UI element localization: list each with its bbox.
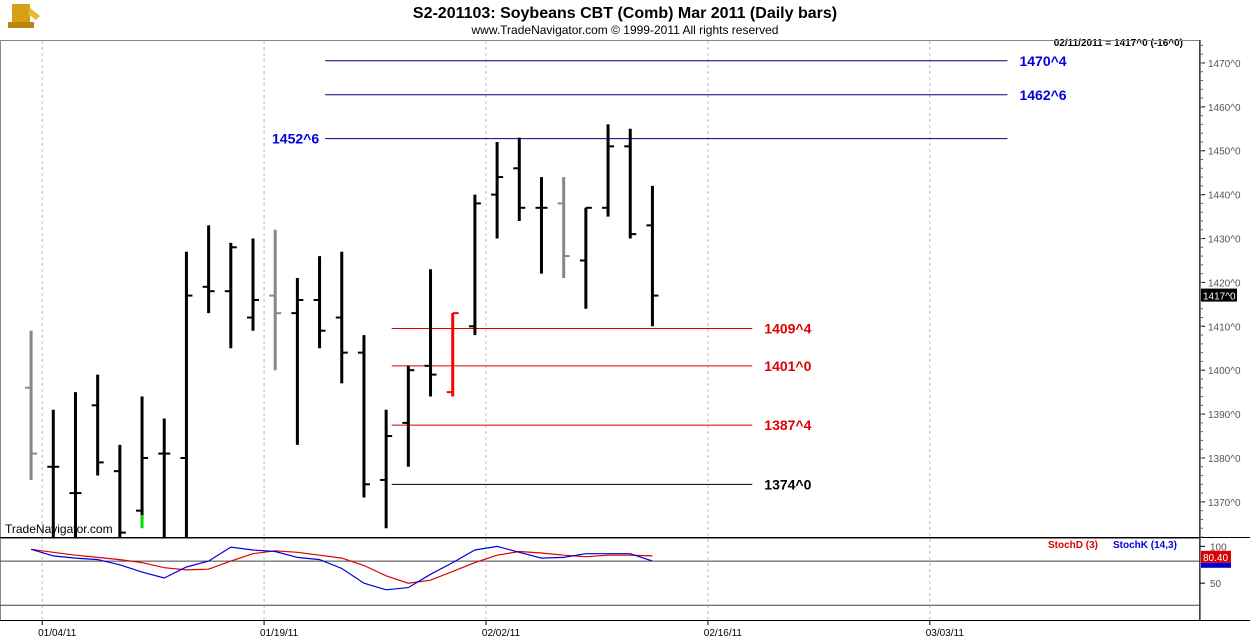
ohlc-bar <box>513 137 526 221</box>
trophy-icon <box>8 4 40 28</box>
x-tick-label: 01/19/11 <box>260 628 299 639</box>
ohlc-bar <box>113 444 126 537</box>
x-tick-label: 03/03/11 <box>926 628 965 639</box>
ohlc-bar <box>158 418 171 537</box>
legend-stoch-k: StochK (14,3) <box>1113 540 1177 551</box>
level-label: 1470^4 <box>1019 53 1066 69</box>
ohlc-bar <box>224 242 237 349</box>
ohlc-bar <box>180 251 193 537</box>
price-panel-frame <box>0 40 1200 538</box>
last-price-badge: 1417^0 <box>1201 288 1237 303</box>
ohlc-bar <box>602 124 615 217</box>
level-label: 1462^6 <box>1019 87 1066 103</box>
level-label: 1374^0 <box>764 476 811 492</box>
stoch-last-value: 80.40 <box>1203 553 1228 564</box>
y-tick-label: 1370^0 <box>1208 498 1241 509</box>
ohlc-bar <box>291 278 304 445</box>
ohlc-bar <box>313 256 326 349</box>
stoch-series-line <box>30 545 653 591</box>
ohlc-bar <box>491 141 504 239</box>
chart-subtitle: www.TradeNavigator.com © 1999-2011 All r… <box>471 23 779 37</box>
y-tick-label: 1470^0 <box>1208 59 1241 70</box>
ohlc-bar <box>402 365 415 467</box>
stoch-y-label: 100 <box>1210 542 1227 553</box>
ohlc-bar <box>624 128 637 239</box>
ohlc-bar <box>335 251 348 384</box>
y-tick-label: 1390^0 <box>1208 410 1241 421</box>
ohlc-bar <box>25 330 38 480</box>
price-levels: 1470^4 1462^6 1452^6 1409^4 1401^0 1387^4 1374… <box>272 53 1067 493</box>
ohlc-bar <box>357 335 370 498</box>
ohlc-bar <box>446 312 459 397</box>
stoch-panel: 100 50 <box>0 542 1227 606</box>
x-axis: 01/04/11 01/19/11 02/02/11 02/16/11 03/03/11 <box>38 620 964 639</box>
stoch-series-line <box>31 548 653 584</box>
x-tick-label: 01/04/11 <box>38 628 77 639</box>
ohlc-bar <box>91 374 104 476</box>
level-label: 1387^4 <box>764 417 811 433</box>
last-price-label: 1417^0 <box>1203 292 1236 303</box>
ohlc-bar <box>202 225 215 314</box>
grid-lines <box>41 41 931 620</box>
last-info: 02/11/2011 = 1417^0 (-16^0) <box>1054 38 1183 49</box>
ohlc-bar <box>136 396 149 520</box>
y-tick-label: 1450^0 <box>1208 147 1241 158</box>
ohlc-bar <box>380 409 393 529</box>
stoch-last-badge: 80.40 <box>1201 550 1231 568</box>
level-label: 1409^4 <box>764 321 811 337</box>
y-tick-label: 1440^0 <box>1208 191 1241 202</box>
ohlc-bar <box>646 185 659 327</box>
ohlc-bar <box>247 238 259 331</box>
ohlc-bar <box>424 269 437 397</box>
ohlc-bar <box>557 177 570 279</box>
x-tick-label: 02/16/11 <box>704 628 743 639</box>
ohlc-bar <box>579 206 592 309</box>
ohlc-bar <box>69 392 82 537</box>
ohlc-bar <box>468 194 481 336</box>
legend-stoch-d: StochD (3) <box>1048 540 1098 551</box>
level-label: 1452^6 <box>272 131 319 147</box>
y-tick-label: 1400^0 <box>1208 366 1241 377</box>
y-tick-label: 1380^0 <box>1208 454 1241 465</box>
stoch-panel-frame <box>0 538 1200 621</box>
y-tick-label: 1430^0 <box>1208 235 1241 246</box>
level-label: 1401^0 <box>764 358 811 374</box>
y-tick-label: 1460^0 <box>1208 103 1241 114</box>
stoch-y-label: 50 <box>1210 579 1222 590</box>
y-tick-label: 1410^0 <box>1208 322 1241 333</box>
y-axis: 1370^0 1380^0 1390^0 1400^0 1410^0 1420^0 1430… <box>1200 44 1241 538</box>
chart-title: S2-201103: Soybeans CBT (Comb) Mar 2011 … <box>413 5 837 22</box>
watermark: TradeNavigator.com <box>5 522 113 536</box>
ohlc-bar <box>269 229 282 371</box>
ohlc-bars <box>25 124 659 537</box>
ohlc-bar <box>535 177 548 274</box>
y-tick-label: 1420^0 <box>1208 278 1241 289</box>
x-tick-label: 02/02/11 <box>482 628 521 639</box>
ohlc-bar <box>47 409 60 537</box>
